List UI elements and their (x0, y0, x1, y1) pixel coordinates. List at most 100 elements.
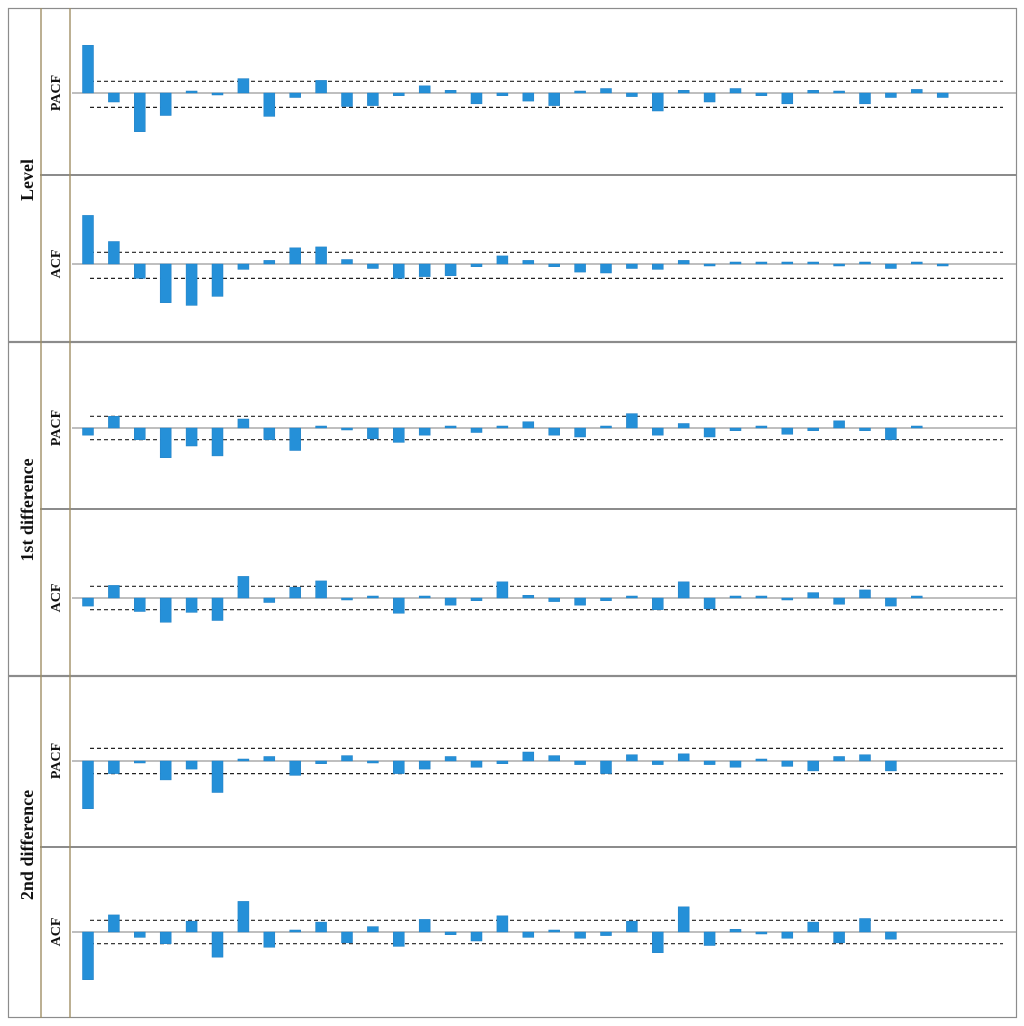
bar-lag-34 (936, 263, 949, 267)
bar-lag-9 (289, 427, 301, 451)
bar-lag-10 (315, 921, 327, 933)
bar-lag-16 (470, 597, 483, 601)
bar-lag-25 (703, 760, 716, 765)
bar-lag-33 (911, 89, 923, 94)
bar-lag-31 (859, 427, 871, 431)
bar-lag-11 (341, 92, 353, 107)
bar-lag-15 (444, 425, 457, 429)
bar-lag-13 (393, 597, 405, 614)
bar-lag-31 (859, 918, 871, 933)
panel-0 (72, 45, 1016, 132)
bar-lag-15 (444, 756, 457, 762)
bar-lag-1 (82, 45, 94, 94)
bar-lag-23 (652, 92, 664, 112)
bar-lag-28 (781, 427, 794, 435)
bar-lag-28 (781, 92, 794, 105)
group-frame (7, 675, 1018, 1019)
group-label-level: Level (17, 159, 37, 201)
bar-lag-9 (289, 247, 301, 265)
bar-lag-22 (626, 595, 638, 599)
bar-lag-8 (263, 260, 276, 265)
bar-lag-4 (159, 760, 172, 781)
panel-title-1st-difference-pacf: PACF (49, 410, 64, 446)
bar-lag-13 (393, 263, 405, 279)
bar-lag-6 (211, 263, 224, 297)
bar-lag-3 (134, 931, 146, 938)
bar-lag-32 (885, 931, 897, 940)
bar-lag-29 (807, 261, 819, 265)
bar-lag-10 (315, 760, 327, 764)
bar-lag-30 (833, 263, 845, 267)
bar-lag-21 (600, 425, 612, 429)
bar-lag-11 (341, 931, 353, 944)
bar-lag-13 (393, 92, 405, 96)
bar-lag-9 (289, 760, 301, 776)
bar-lag-20 (574, 931, 586, 939)
bar-lag-5 (185, 263, 198, 306)
bar-lag-28 (781, 931, 794, 939)
bar-lag-20 (574, 90, 586, 94)
bar-lag-27 (755, 758, 768, 762)
bar-lag-24 (677, 753, 690, 762)
bar-lag-21 (600, 931, 612, 936)
bar-lag-17 (496, 425, 509, 429)
bar-lag-23 (652, 263, 664, 270)
bar-lag-19 (548, 755, 560, 762)
bar-lag-19 (548, 92, 560, 106)
bar-lag-17 (496, 581, 509, 599)
bar-lag-30 (833, 597, 845, 605)
bar-lag-7 (237, 78, 250, 94)
bar-lag-8 (263, 427, 276, 440)
bar-lag-19 (548, 929, 560, 933)
bar-lag-27 (755, 261, 768, 265)
bar-lag-26 (729, 929, 742, 933)
bar-lag-24 (677, 423, 690, 429)
bar-lag-27 (755, 425, 768, 429)
bar-lag-29 (807, 427, 819, 431)
bar-lag-33 (911, 261, 923, 265)
bar-lag-5 (185, 760, 198, 770)
bar-lag-22 (626, 413, 638, 429)
bar-lag-27 (755, 931, 768, 935)
bar-lag-2 (108, 760, 120, 774)
bar-lag-29 (807, 760, 819, 772)
bar-lag-7 (237, 263, 250, 270)
bar-lag-32 (885, 263, 897, 269)
bar-lag-8 (263, 92, 276, 117)
bar-lag-2 (108, 585, 120, 599)
bar-lag-20 (574, 427, 586, 438)
bar-lag-15 (444, 90, 457, 94)
panel-5 (72, 901, 1016, 980)
bar-lag-6 (211, 597, 224, 621)
bar-lag-6 (211, 931, 224, 958)
bar-lag-6 (211, 427, 224, 457)
bar-lag-24 (677, 90, 690, 94)
bar-lag-4 (159, 263, 172, 303)
bar-lag-8 (263, 597, 276, 603)
bar-lag-10 (315, 425, 327, 429)
bar-lag-29 (807, 921, 819, 933)
bar-lag-2 (108, 914, 120, 933)
panel-title-2nd-difference-acf: ACF (49, 918, 64, 947)
bar-lag-25 (703, 427, 716, 438)
bar-lag-16 (470, 427, 483, 433)
bar-lag-2 (108, 416, 120, 429)
bar-lag-8 (263, 931, 276, 948)
bar-lag-24 (677, 581, 690, 599)
bar-lag-30 (833, 756, 845, 762)
bar-lag-19 (548, 597, 560, 602)
bar-lag-11 (341, 259, 353, 265)
bar-lag-12 (367, 926, 379, 933)
bar-lag-9 (289, 929, 301, 933)
bar-lag-5 (185, 597, 198, 613)
bar-lag-21 (600, 88, 612, 94)
group-label-1st-difference: 1st difference (17, 458, 37, 561)
bar-lag-17 (496, 92, 509, 96)
bar-lag-3 (134, 427, 146, 440)
bar-lag-15 (444, 597, 457, 606)
bar-lag-11 (341, 755, 353, 762)
bar-lag-25 (703, 931, 716, 946)
bar-lag-31 (859, 261, 871, 265)
bar-lag-13 (393, 931, 405, 947)
bar-lag-26 (729, 261, 742, 265)
